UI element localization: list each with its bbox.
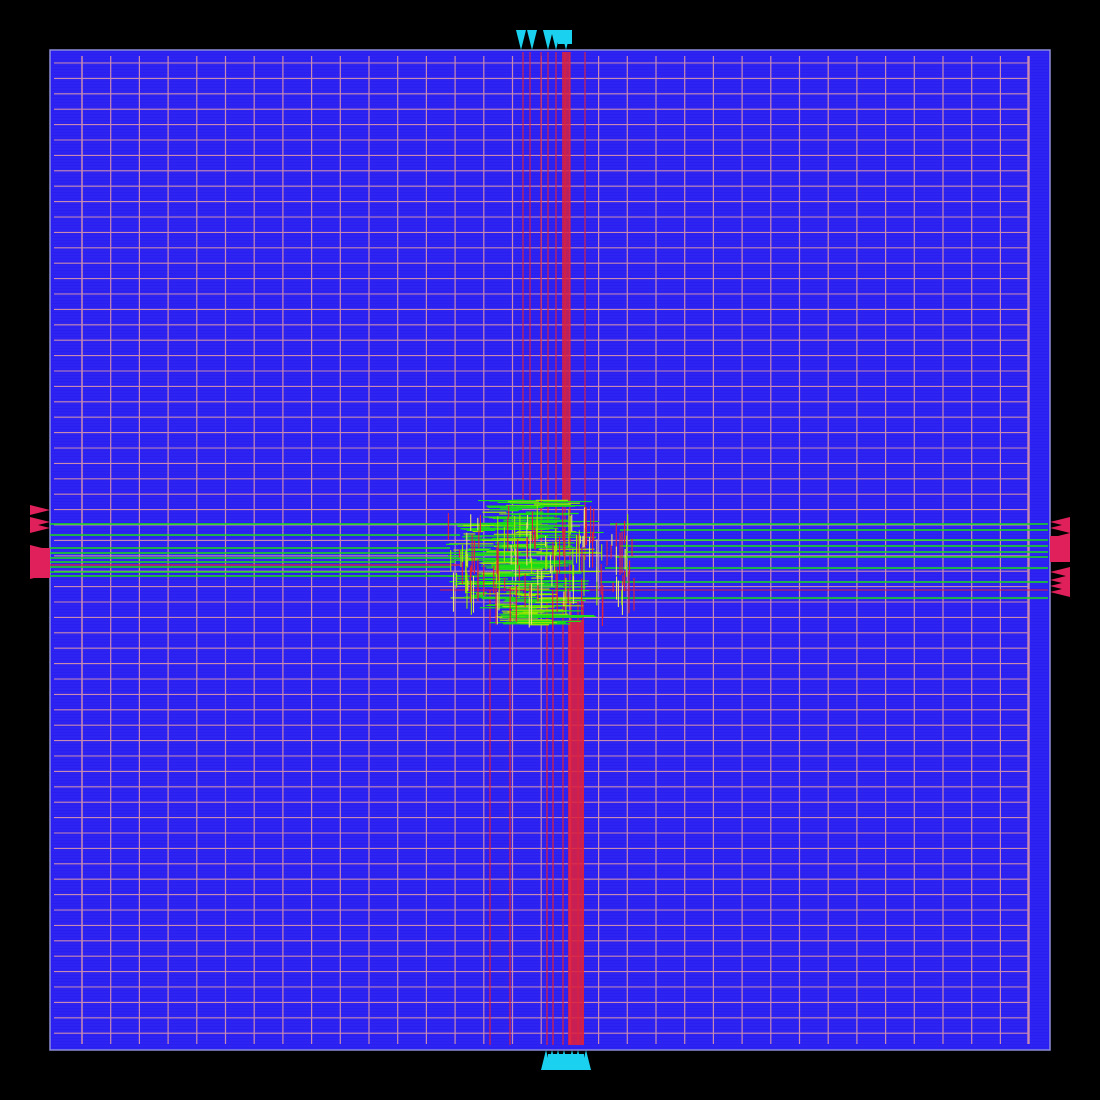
triangle-pin-icon	[1050, 587, 1070, 597]
vertical-routes	[489, 52, 586, 1045]
vertical-bus-bottom	[568, 620, 584, 1045]
horizontal-routes	[50, 523, 1048, 599]
triangle-pin-icon	[1050, 567, 1070, 577]
triangle-pin-icon	[527, 30, 537, 50]
logic-cluster	[446, 499, 635, 630]
io-pins	[30, 30, 1070, 1070]
triangle-pin-icon	[516, 30, 526, 50]
pin-cluster-right	[1050, 536, 1070, 562]
vertical-bus-top	[562, 52, 570, 502]
triangle-pin-icon	[543, 30, 553, 50]
pin-cluster-left	[30, 548, 50, 578]
pin-cluster-top	[558, 30, 572, 44]
triangle-pin-icon	[30, 523, 50, 533]
triangle-pin-icon	[1050, 523, 1070, 533]
triangle-pin-icon	[30, 505, 50, 515]
pin-cluster-bottom	[548, 1054, 584, 1070]
